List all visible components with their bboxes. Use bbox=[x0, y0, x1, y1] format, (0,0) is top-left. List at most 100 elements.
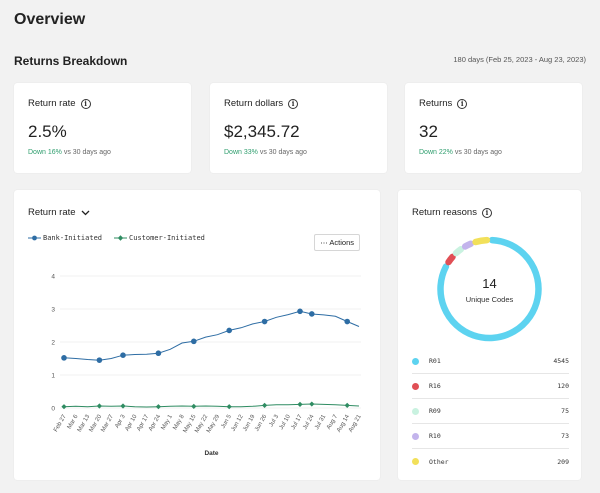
kpi-card-returns: Returns i 32 Down 22% vs 30 days ago bbox=[405, 83, 582, 173]
reason-row[interactable]: R01 4545 bbox=[412, 349, 569, 374]
donut-slice bbox=[437, 236, 542, 342]
reason-row[interactable]: Other 209 bbox=[412, 449, 569, 474]
data-point bbox=[297, 401, 303, 407]
chevron-down-icon bbox=[81, 210, 89, 215]
color-swatch bbox=[412, 458, 419, 465]
series-line-0 bbox=[63, 310, 360, 361]
kpi-label: Return dollars bbox=[224, 98, 284, 109]
x-tick-label: Feb 27 bbox=[53, 413, 68, 433]
date-range[interactable]: 180 days (Feb 25, 2023 - Aug 23, 2023) bbox=[453, 55, 586, 64]
reason-row[interactable]: R16 120 bbox=[412, 374, 569, 399]
info-icon[interactable]: i bbox=[481, 207, 492, 218]
legend-line-circle-icon bbox=[28, 235, 41, 241]
info-icon[interactable]: i bbox=[80, 98, 91, 109]
data-point bbox=[344, 402, 350, 408]
donut-slice bbox=[461, 240, 474, 250]
x-tick-label: May 22 bbox=[194, 413, 209, 434]
legend-item-customer[interactable]: Customer-Initiated bbox=[114, 234, 205, 242]
reason-code: R16 bbox=[429, 382, 441, 390]
return-reasons-title: Return reasons bbox=[412, 207, 477, 218]
reason-count: 120 bbox=[557, 382, 569, 390]
x-tick-label: Mar 20 bbox=[89, 413, 104, 433]
actions-button[interactable]: ⋯ Actions bbox=[314, 234, 360, 251]
reason-row[interactable]: R09 75 bbox=[412, 399, 569, 424]
reason-code: R01 bbox=[429, 357, 441, 365]
x-tick-label: Jun 12 bbox=[231, 413, 246, 432]
kpi-delta: Down 16% vs 30 days ago bbox=[28, 149, 111, 156]
x-tick-label: Jun 19 bbox=[242, 413, 257, 432]
reason-count: 75 bbox=[561, 407, 569, 415]
data-point bbox=[261, 318, 268, 325]
donut-center-value: 14 bbox=[482, 276, 496, 291]
y-tick-label: 2 bbox=[51, 340, 55, 347]
x-tick-label: Jul 10 bbox=[279, 413, 293, 430]
return-rate-title: Return rate bbox=[28, 207, 76, 218]
kpi-card-return-dollars: Return dollars i $2,345.72 Down 33% vs 30… bbox=[210, 83, 387, 173]
reason-code: R09 bbox=[429, 407, 441, 415]
x-tick-label: Jul 24 bbox=[302, 413, 316, 430]
data-point bbox=[155, 404, 161, 410]
x-tick-label: Mar 13 bbox=[77, 413, 92, 433]
x-tick-label: May 29 bbox=[206, 413, 221, 434]
kpi-delta: Down 33% vs 30 days ago bbox=[224, 149, 307, 156]
delta-suffix: vs 30 days ago bbox=[454, 149, 502, 156]
series-line-1 bbox=[63, 403, 360, 408]
data-point bbox=[262, 402, 268, 408]
return-rate-dropdown[interactable]: Return rate bbox=[28, 207, 90, 218]
y-tick-label: 4 bbox=[51, 274, 55, 281]
data-point bbox=[226, 404, 232, 410]
legend-item-bank[interactable]: Bank-Initiated bbox=[28, 234, 102, 242]
x-tick-label: Aug 14 bbox=[336, 413, 351, 433]
x-tick-label: Mar 27 bbox=[100, 413, 115, 433]
x-axis-label: Date bbox=[204, 450, 218, 457]
reason-count: 73 bbox=[561, 432, 569, 440]
info-icon[interactable]: i bbox=[457, 98, 468, 109]
more-icon: ⋯ bbox=[320, 238, 328, 247]
return-rate-card: Return rate Bank-Initiated Customer-Init… bbox=[14, 190, 380, 480]
y-tick-label: 1 bbox=[51, 373, 55, 380]
x-tick-label: Jun 5 bbox=[220, 413, 233, 429]
legend-line-diamond-icon bbox=[114, 235, 128, 241]
x-tick-label: Apr 3 bbox=[114, 413, 127, 429]
x-tick-label: Jul 17 bbox=[291, 413, 305, 430]
delta-suffix: vs 30 days ago bbox=[63, 149, 111, 156]
x-tick-label: May 15 bbox=[182, 413, 197, 434]
donut-center-label: Unique Codes bbox=[466, 295, 514, 304]
x-tick-label: Mar 6 bbox=[67, 413, 80, 430]
data-point bbox=[61, 355, 67, 361]
y-tick-label: 3 bbox=[51, 307, 55, 314]
return-reasons-donut: 14 Unique Codes bbox=[437, 236, 542, 342]
reason-code: Other bbox=[429, 457, 449, 466]
data-point bbox=[120, 403, 126, 409]
y-tick-label: 0 bbox=[51, 406, 55, 413]
data-point bbox=[344, 318, 351, 325]
x-tick-label: Aug 21 bbox=[348, 413, 363, 433]
data-point bbox=[297, 308, 303, 315]
x-tick-label: Apr 10 bbox=[124, 413, 138, 432]
data-point bbox=[61, 404, 67, 410]
color-swatch bbox=[412, 407, 419, 415]
delta-suffix: vs 30 days ago bbox=[259, 149, 307, 156]
data-point bbox=[120, 352, 126, 358]
kpi-delta: Down 22% vs 30 days ago bbox=[419, 149, 502, 156]
chart-legend: Bank-Initiated Customer-Initiated bbox=[28, 234, 205, 242]
x-tick-label: Jun 26 bbox=[254, 413, 269, 432]
x-tick-label: Apr 24 bbox=[148, 413, 162, 432]
color-swatch bbox=[412, 357, 419, 365]
kpi-value: 32 bbox=[419, 122, 438, 141]
data-point bbox=[96, 357, 103, 363]
donut-slice bbox=[452, 245, 465, 257]
x-tick-label: Jul 3 bbox=[269, 413, 281, 428]
data-point bbox=[309, 311, 315, 317]
x-tick-label: Aug 7 bbox=[326, 413, 339, 430]
info-icon[interactable]: i bbox=[288, 98, 299, 109]
x-tick-label: May 1 bbox=[161, 413, 175, 431]
delta-change: Down 16% bbox=[28, 149, 62, 156]
donut-slice bbox=[445, 253, 456, 266]
actions-label: Actions bbox=[329, 238, 354, 247]
reason-row[interactable]: R10 73 bbox=[412, 424, 569, 449]
donut-slice bbox=[472, 236, 491, 246]
reason-code: R10 bbox=[429, 432, 441, 440]
reason-count: 4545 bbox=[553, 357, 569, 365]
kpi-value: $2,345.72 bbox=[224, 122, 300, 141]
